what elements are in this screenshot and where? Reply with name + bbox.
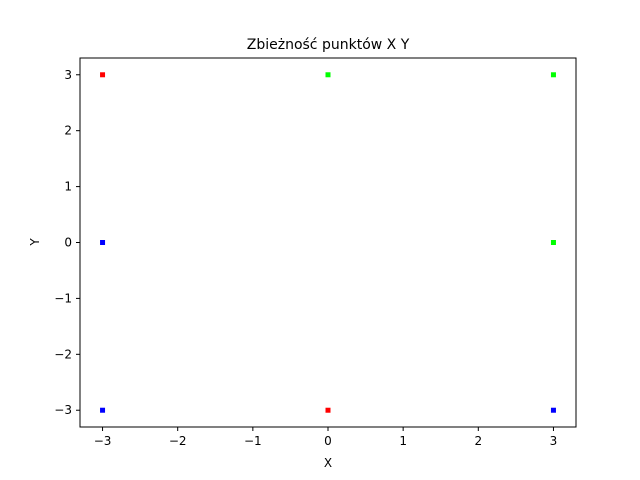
plot-area-frame <box>79 57 577 428</box>
data-point <box>100 240 106 245</box>
data-point <box>550 407 556 413</box>
y-tick-label: −1 <box>54 291 72 305</box>
data-points <box>100 72 556 413</box>
data-point <box>550 72 556 78</box>
x-tick-label: 3 <box>550 434 558 448</box>
data-point <box>100 72 106 78</box>
x-tick-label: −2 <box>169 434 187 448</box>
y-tick-label: −2 <box>54 347 72 361</box>
x-tick-label: −1 <box>244 434 262 448</box>
x-tick-label: 1 <box>399 434 407 448</box>
y-tick-label: 0 <box>64 236 72 250</box>
chart-title: Zbieżność punktów X Y <box>247 37 410 53</box>
data-point <box>325 72 331 78</box>
y-tick-label: 3 <box>64 68 72 82</box>
ticks: −3 −2 −1 0 1 2 3 −3 −2 −1 0 1 2 3 <box>54 68 557 448</box>
data-point <box>550 240 556 245</box>
x-tick-label: −3 <box>94 434 112 448</box>
data-point <box>100 407 106 413</box>
x-tick-label: 2 <box>474 434 482 448</box>
y-axis-label: Y <box>28 238 42 247</box>
y-tick-label: 2 <box>64 124 72 138</box>
data-point <box>325 407 331 413</box>
x-axis-label: X <box>324 456 332 470</box>
y-tick-label: −3 <box>54 403 72 417</box>
x-tick-label: 0 <box>324 434 332 448</box>
y-tick-label: 1 <box>64 180 72 194</box>
